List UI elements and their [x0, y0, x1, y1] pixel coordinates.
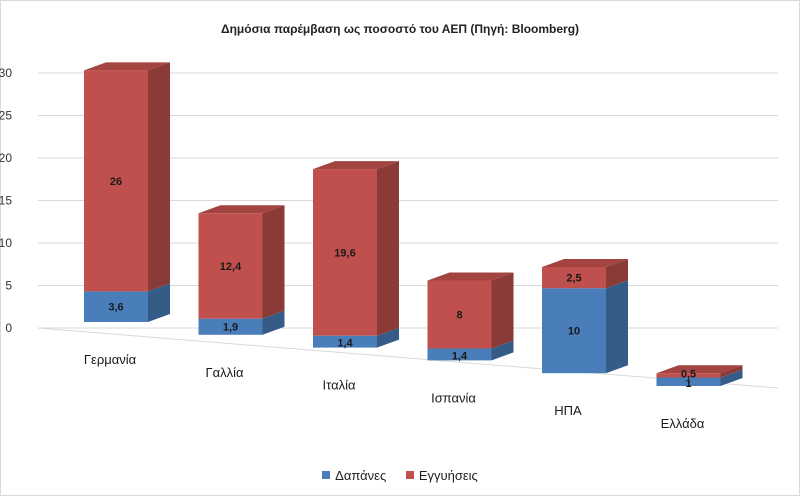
- bar-guarantees: [198, 213, 263, 319]
- y-tick-label: 20: [0, 151, 12, 165]
- bar-spending: [427, 348, 492, 361]
- bar-side-spending: [491, 340, 514, 361]
- legend-item-guarantees: Εγγυήσεις: [405, 467, 478, 483]
- data-label: 26: [110, 176, 122, 188]
- x-tick-label: Ισπανία: [431, 390, 476, 405]
- chart-title: Δημόσια παρέμβαση ως ποσοστό του ΑΕΠ (Πη…: [220, 22, 580, 36]
- data-label: 10: [568, 326, 580, 338]
- legend-swatch-spending: [322, 471, 331, 479]
- y-tick-label: 25: [0, 109, 12, 123]
- bar-side-spending: [262, 310, 285, 335]
- bar-guarantees: [84, 70, 148, 292]
- x-tick-label: Ελλάδα: [661, 416, 705, 431]
- data-label: 3,6: [108, 302, 123, 314]
- y-tick-label: 15: [0, 194, 12, 208]
- chart-legend: Δαπάνες Εγγυήσεις: [0, 467, 800, 483]
- bar-spending: [542, 288, 606, 374]
- data-label: 0,5: [681, 368, 696, 380]
- bar-top: [313, 161, 399, 170]
- legend-item-spending: Δαπάνες: [322, 468, 386, 483]
- y-tick-label: 10: [0, 236, 12, 250]
- data-label: 1,4: [452, 350, 468, 362]
- bar-spending: [198, 318, 263, 335]
- bar-side-guarantees: [148, 62, 170, 292]
- bar-top: [427, 272, 514, 281]
- x-tick-label: Ιταλία: [323, 378, 356, 393]
- bar-side-spending: [377, 327, 399, 348]
- bar-spending: [656, 377, 721, 386]
- x-tick-label: Γαλλία: [205, 365, 244, 380]
- x-tick-label: ΗΠΑ: [554, 403, 582, 418]
- legend-swatch-guarantees: [405, 471, 414, 479]
- bar-side-guarantees: [720, 365, 743, 378]
- data-label: 1,4: [337, 338, 353, 350]
- bar-side-spending: [606, 280, 628, 374]
- bar-side-spending: [148, 283, 170, 322]
- data-label: 1,9: [223, 322, 238, 334]
- bar-side-spending: [720, 369, 743, 386]
- x-tick-label: Γερμανία: [84, 352, 137, 367]
- bar-guarantees: [542, 266, 606, 289]
- legend-label-spending: Δαπάνες: [335, 467, 387, 483]
- data-label: 2,5: [566, 273, 581, 285]
- bar-side-guarantees: [491, 272, 514, 349]
- y-tick-label: 5: [5, 279, 12, 293]
- bar-side-guarantees: [262, 205, 285, 319]
- bar-top: [84, 62, 170, 71]
- bar-spending: [84, 291, 148, 322]
- bar-top: [656, 365, 743, 374]
- y-tick-label: 0: [5, 321, 12, 335]
- bar-spending: [313, 335, 377, 348]
- bar-side-guarantees: [377, 161, 399, 336]
- y-tick-label: 30: [0, 66, 12, 80]
- bar-top: [198, 205, 285, 214]
- bar-guarantees: [656, 373, 721, 378]
- bar-guarantees: [313, 169, 377, 336]
- data-label: 19,6: [334, 247, 355, 259]
- data-label: 1: [685, 378, 691, 390]
- data-label: 8: [456, 310, 462, 322]
- bar-guarantees: [427, 280, 492, 349]
- bar-top: [542, 258, 628, 267]
- bar-side-guarantees: [606, 258, 628, 289]
- floor-edge: [37, 327, 779, 389]
- legend-label-guarantees: Εγγυήσεις: [418, 467, 478, 483]
- data-label: 12,4: [220, 261, 242, 273]
